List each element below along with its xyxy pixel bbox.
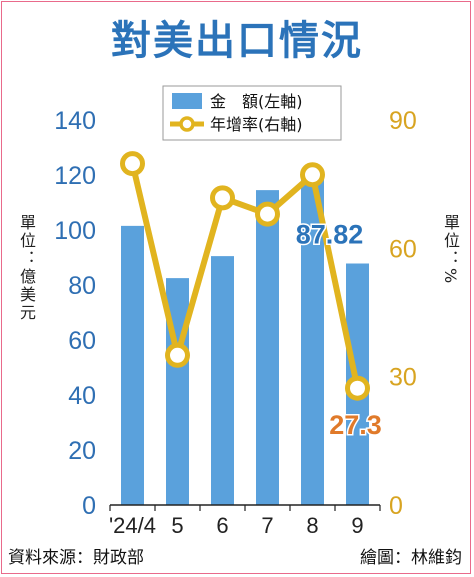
x-tick-label: '24/4 xyxy=(109,513,156,538)
right-tick-label: 0 xyxy=(389,492,403,520)
growth-rate-point xyxy=(210,185,235,211)
line-data-label: 27.3 xyxy=(329,410,382,440)
bar-data-label: 87.82 xyxy=(296,219,364,249)
left-tick-label: 20 xyxy=(68,437,96,465)
growth-rate-point xyxy=(345,375,370,401)
x-tick-label: 8 xyxy=(306,513,318,538)
bar xyxy=(256,190,279,505)
right-tick-label: 30 xyxy=(389,364,417,392)
source-note: 資料來源：財政部 xyxy=(8,548,144,568)
growth-rate-point xyxy=(300,162,325,188)
growth-rate-line xyxy=(129,162,361,389)
chart-title: 對美出口情況 xyxy=(111,18,363,64)
bar xyxy=(121,225,144,505)
growth-rate-point xyxy=(120,151,145,177)
legend-line-label: 年增率(右軸) xyxy=(210,115,303,134)
left-tick-label: 140 xyxy=(54,107,96,135)
left-tick-label: 60 xyxy=(68,327,96,355)
growth-rate-point xyxy=(165,342,190,368)
x-tick-label: 6 xyxy=(216,513,228,538)
right-unit-label: 單位：% xyxy=(441,214,460,286)
growth-rate-point xyxy=(255,201,280,227)
right-tick-label: 90 xyxy=(389,107,417,135)
x-tick-label: 5 xyxy=(171,513,183,538)
bar xyxy=(211,256,234,505)
legend-bar-label: 金 額(左軸) xyxy=(210,92,303,111)
left-tick-label: 100 xyxy=(54,217,96,245)
left-tick-label: 120 xyxy=(54,162,96,190)
left-tick-label: 80 xyxy=(68,272,96,300)
x-tick-label: 9 xyxy=(351,513,363,538)
legend-line-marker xyxy=(179,116,195,132)
legend-bar-swatch xyxy=(172,93,202,109)
left-unit-label: 單位：億美元 xyxy=(17,214,36,322)
bar xyxy=(301,176,324,505)
right-tick-label: 60 xyxy=(389,235,417,263)
left-tick-label: 40 xyxy=(68,382,96,410)
x-tick-label: 7 xyxy=(261,513,273,538)
left-tick-label: 0 xyxy=(82,492,96,520)
author-note: 繪圖：林維鈞 xyxy=(360,548,462,568)
